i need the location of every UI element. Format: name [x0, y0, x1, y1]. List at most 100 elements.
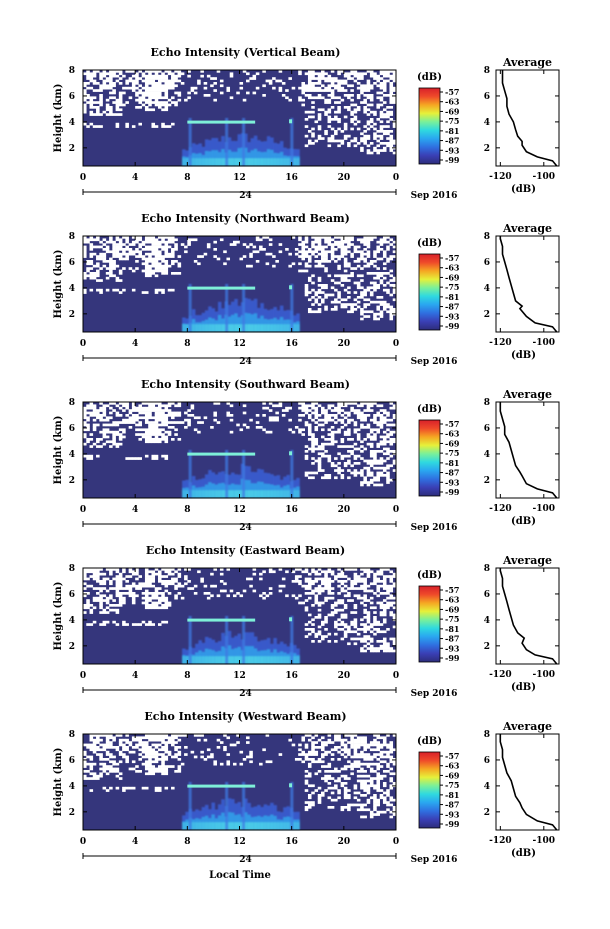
no-echo-cell	[327, 474, 332, 477]
no-echo-cell	[392, 469, 397, 472]
no-echo-cell	[161, 267, 165, 270]
no-echo-cell	[164, 758, 169, 761]
no-echo-cell	[187, 418, 191, 422]
no-echo-cell	[89, 762, 94, 766]
no-echo-cell	[386, 106, 390, 109]
no-echo-cell	[343, 806, 348, 809]
no-echo-cell	[112, 255, 116, 258]
no-echo-cell	[298, 243, 302, 246]
echo-column-strong	[273, 490, 277, 498]
no-echo-cell	[350, 127, 354, 131]
no-echo-cell	[386, 606, 390, 610]
no-echo-cell	[307, 409, 312, 412]
no-echo-cell	[363, 640, 367, 643]
no-echo-cell	[154, 426, 159, 429]
no-echo-cell	[321, 257, 325, 261]
no-echo-cell	[89, 411, 94, 415]
no-echo-cell	[102, 82, 107, 85]
no-echo-cell	[167, 98, 172, 102]
no-echo-cell	[327, 640, 332, 643]
no-echo-cell	[376, 276, 380, 280]
no-echo-cell	[167, 409, 172, 412]
no-echo-cell	[379, 810, 384, 814]
no-echo-cell	[171, 272, 175, 275]
no-echo-cell	[340, 243, 345, 246]
no-echo-cell	[262, 592, 266, 595]
no-echo-cell	[112, 746, 116, 749]
no-echo-cell	[363, 577, 367, 581]
no-echo-cell	[307, 433, 312, 436]
no-echo-cell	[392, 70, 397, 73]
no-echo-cell	[340, 236, 345, 239]
no-echo-cell	[360, 577, 364, 581]
no-echo-cell	[369, 601, 374, 605]
no-echo-cell	[242, 98, 247, 102]
no-echo-cell	[294, 568, 299, 571]
no-echo-cell	[321, 741, 325, 744]
no-echo-cell	[347, 753, 351, 756]
echo-column-strong	[231, 656, 235, 664]
no-echo-cell	[334, 101, 338, 104]
no-echo-cell	[288, 252, 292, 256]
no-echo-cell	[167, 86, 172, 90]
no-echo-cell	[177, 753, 182, 756]
no-echo-cell	[304, 110, 309, 114]
no-echo-cell	[164, 252, 169, 256]
no-echo-cell	[216, 257, 221, 261]
no-echo-cell	[356, 760, 361, 764]
no-echo-cell	[363, 438, 367, 441]
no-echo-cell	[161, 291, 165, 294]
no-echo-cell	[363, 139, 367, 143]
no-echo-cell	[96, 587, 100, 590]
no-echo-cell	[229, 418, 234, 422]
x-tick-label: 0	[80, 505, 86, 515]
no-echo-cell	[190, 406, 195, 410]
no-echo-cell	[216, 738, 221, 742]
no-echo-cell	[171, 577, 175, 581]
no-echo-cell	[324, 741, 328, 744]
no-echo-cell	[317, 303, 322, 306]
no-echo-cell	[148, 94, 152, 97]
no-echo-cell	[356, 94, 361, 97]
no-echo-cell	[154, 248, 159, 251]
no-echo-cell	[337, 281, 341, 285]
no-echo-cell	[366, 611, 371, 614]
no-echo-cell	[304, 284, 309, 287]
no-echo-cell	[229, 74, 234, 78]
no-echo-cell	[102, 758, 107, 761]
no-echo-cell	[148, 264, 152, 268]
no-echo-cell	[118, 777, 123, 780]
x-tick-label: 16	[285, 837, 298, 847]
no-echo-cell	[96, 748, 100, 752]
no-echo-cell	[167, 236, 172, 239]
no-echo-cell	[334, 118, 338, 121]
no-echo-cell	[138, 753, 142, 756]
no-echo-cell	[112, 770, 116, 773]
no-echo-cell	[86, 623, 90, 626]
no-echo-cell	[164, 409, 169, 412]
no-echo-cell	[373, 753, 377, 756]
no-echo-cell	[164, 243, 169, 246]
no-echo-cell	[321, 447, 325, 451]
no-echo-cell	[164, 255, 169, 258]
no-echo-cell	[144, 454, 149, 458]
no-echo-cell	[314, 471, 319, 475]
no-echo-cell	[330, 250, 335, 254]
no-echo-cell	[304, 252, 309, 256]
no-echo-cell	[392, 575, 397, 578]
no-echo-cell	[154, 750, 159, 754]
no-echo-cell	[86, 240, 90, 244]
no-echo-cell	[138, 243, 142, 246]
no-echo-cell	[102, 580, 107, 583]
no-echo-cell	[148, 423, 152, 427]
no-echo-cell	[360, 647, 364, 650]
no-echo-cell	[327, 584, 332, 588]
no-echo-cell	[148, 623, 152, 626]
no-echo-cell	[249, 418, 253, 422]
no-echo-cell	[324, 438, 328, 441]
no-echo-cell	[154, 755, 159, 759]
no-echo-cell	[157, 572, 162, 576]
no-echo-cell	[343, 734, 348, 737]
